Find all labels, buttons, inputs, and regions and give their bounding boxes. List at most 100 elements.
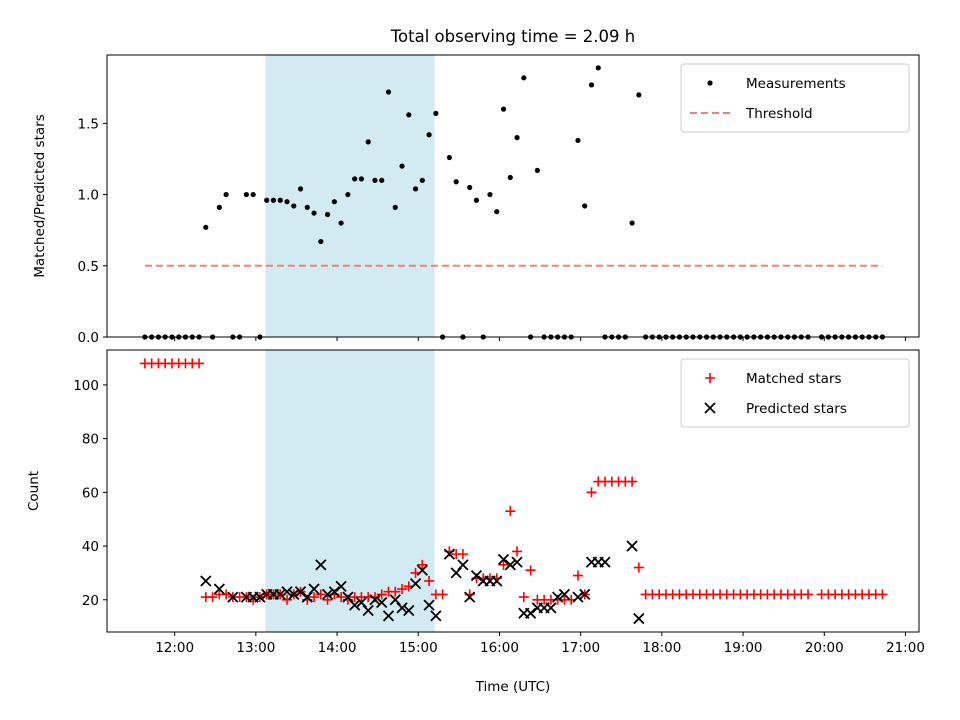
measurement-point [223,191,229,198]
x-tick-label: 19:00 [724,640,763,656]
panel-ratio: 0.0 0.5 1.0 1.5 Measurements Threshold [78,54,920,346]
predicted-star-point [599,556,611,568]
plot-frame [106,349,920,633]
predicted-star-point [457,559,469,571]
legend-box [680,63,910,133]
measurement-point [372,177,378,183]
matched-star-point [417,559,428,570]
predicted-star-point [504,559,516,571]
measurement-point [575,137,581,144]
measurement-point [297,186,304,192]
predicted-star-point [464,591,476,603]
measurement-point [379,177,385,183]
measurement-point [412,186,419,192]
measurement-point [338,220,344,226]
x-axis-label: Time (UTC) [475,679,551,695]
matched-star-point [572,570,583,581]
predicted-star-point [497,553,510,566]
predicted-star-point [288,588,300,601]
legend-marker [707,80,713,86]
legend-label: Measurements [746,76,846,92]
predicted-star-point [633,612,645,625]
plot-frame [106,54,920,338]
matched-star-point [194,358,205,369]
bottom-y-axis-label: Count [26,471,42,511]
matched-star-point [457,549,468,560]
y-tick-label: 100 [73,378,99,394]
matched-star-point [424,575,435,586]
measurement-point [352,176,358,182]
matched-star-point [437,589,448,600]
predicted-star-point [227,591,239,603]
top-y-axis-label: Matched/Predicted stars [32,114,48,277]
predicted-star-point [213,583,225,595]
predicted-star-point [443,548,456,560]
measurement-point [345,191,351,198]
measurement-point [270,197,277,203]
x-tick-label: 16:00 [480,640,519,656]
matched-star-point [627,476,638,487]
measurement-point [331,199,337,205]
y-tick-label: 60 [82,485,99,501]
measurement-point [365,139,371,145]
measurement-point [291,203,297,209]
measurement-point [494,209,500,215]
measurement-point [453,179,459,185]
legend-box [680,358,910,428]
predicted-star-point [470,569,483,582]
measurement-point [304,204,310,210]
matched-star-point [376,589,387,600]
y-tick-label: 1.5 [78,116,99,132]
predicted-star-point [362,604,374,617]
measurement-point [473,197,480,203]
predicted-star-point [349,599,361,611]
predicted-star-point [491,575,503,587]
predicted-star-point [342,591,354,603]
y-tick-label: 0.5 [78,259,99,275]
measurement-point [467,184,473,191]
measurement-point [636,92,642,98]
measurement-point [514,135,520,141]
measurement-point [324,211,331,218]
predicted-star-point [294,586,307,598]
measurement-point [243,191,249,198]
x-tick-label: 12:00 [155,640,194,656]
matched-star-point [525,565,536,576]
predicted-star-point [416,564,428,576]
measurement-point [277,197,283,203]
predicted-star-point [301,591,313,603]
predicted-star-point [274,588,286,601]
y-tick-label: 0.0 [78,330,99,346]
measurement-point [433,110,439,116]
measurement-point [500,106,507,112]
measurement-point [426,132,432,138]
matched-star-point [336,592,347,603]
predicted-star-point [376,596,388,609]
predicted-star-point [450,567,462,579]
panel-count: 20 40 60 80 100 12:00 13:00 14:00 15:00 16:00 17:0… [73,349,925,656]
x-tick-label: 21:00 [886,640,925,656]
measurement-point [392,204,398,210]
matched-star-point [518,592,529,603]
measurement-point [311,210,317,216]
y-tick-label: 40 [82,539,99,555]
measurement-point [385,89,392,95]
predicted-star-point [430,610,442,622]
measurement-point [419,177,425,183]
matched-star-point [877,589,888,600]
predicted-star-point [200,575,212,587]
legend-label: Threshold [745,106,813,122]
measurement-point [534,167,540,173]
predicted-star-point [423,599,435,611]
series-predicted-stars [200,540,645,625]
predicted-star-point [552,591,564,603]
matched-star-point [498,559,509,570]
x-tick-label: 20:00 [805,640,844,656]
measurement-point [203,224,209,230]
matched-star-point [322,594,333,605]
measurement-point [216,204,222,210]
predicted-star-point [382,610,395,622]
measurement-point [264,197,270,203]
observing-window-span [265,350,435,632]
legend-marker [705,373,715,383]
